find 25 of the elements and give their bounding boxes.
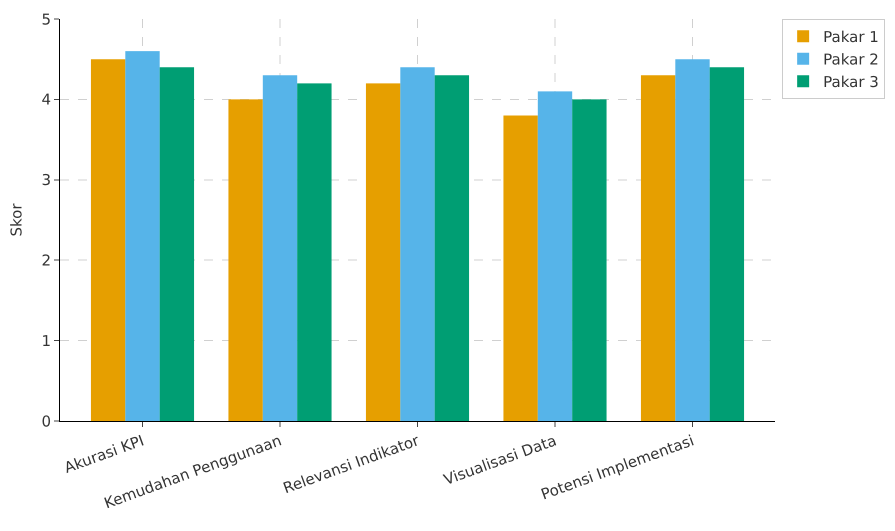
y-tick-label: 1	[41, 332, 51, 350]
y-tick-label: 0	[41, 412, 51, 430]
bar	[538, 91, 572, 421]
y-axis-title: Skor	[8, 202, 26, 237]
bar	[503, 115, 538, 421]
bar	[228, 99, 263, 421]
bar	[640, 75, 676, 421]
bar	[125, 51, 160, 421]
y-tick-label: 2	[41, 251, 51, 270]
bar	[262, 75, 298, 421]
bar	[675, 59, 710, 421]
bar	[160, 67, 194, 421]
legend-label: Pakar 2	[823, 50, 879, 69]
bar	[400, 67, 435, 421]
legend-label: Pakar 1	[823, 28, 879, 46]
y-tick-label: 4	[41, 90, 51, 109]
legend-label: Pakar 3	[823, 73, 879, 92]
y-tick-label: 3	[41, 171, 51, 190]
bar	[366, 83, 400, 421]
bar	[434, 75, 470, 421]
bar	[297, 83, 332, 421]
y-tick-label: 5	[41, 10, 51, 28]
bar	[710, 67, 744, 421]
bar	[572, 99, 607, 421]
bar	[90, 59, 126, 421]
